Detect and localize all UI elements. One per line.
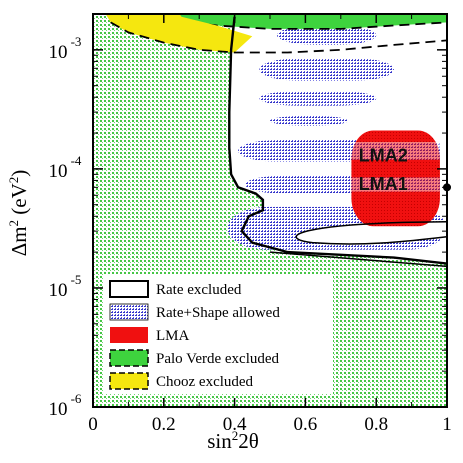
rate-shape-allowed-band	[259, 91, 377, 106]
rate-shape-allowed-band	[259, 58, 394, 81]
legend-swatch-rate-excluded	[109, 280, 149, 298]
legend-swatch-chooz	[109, 372, 149, 390]
x-axis-title-base: sin	[207, 429, 232, 453]
y-tick-label: 10	[49, 399, 68, 420]
y-tick-label: 10	[49, 161, 68, 182]
legend-label: Rate excluded	[156, 282, 242, 298]
svg-text:Δm2 (eV2): Δm2 (eV2)	[6, 170, 31, 257]
legend-swatch-lma	[110, 327, 148, 343]
x-tick-label: 0.8	[364, 414, 388, 435]
palo-verde-excluded-region	[128, 14, 447, 29]
chooz-boundary	[110, 21, 447, 54]
y-axis-title-unit-close: )	[7, 170, 31, 177]
x-axis-title-rest: 2θ	[238, 429, 259, 453]
legend-swatch-palo-verde	[109, 349, 149, 367]
y-tick-exponent: -5	[71, 272, 82, 287]
rate-excluded-boundary	[228, 16, 447, 265]
y-axis-title-sup: 2	[6, 220, 21, 227]
y-axis-title-base: Δm	[7, 226, 31, 256]
annotation-label: LMA1	[359, 174, 408, 194]
legend-label: Rate+Shape allowed	[156, 305, 280, 321]
rate-excluded-inner-contour	[295, 221, 447, 245]
lma-band-overlay	[351, 141, 440, 160]
y-tick-label: 10	[49, 280, 68, 301]
legend-label: Palo Verde excluded	[156, 351, 280, 367]
legend: Rate excluded Rate+Shape allowed LMA Palo V…	[103, 274, 333, 394]
x-tick-label: 0	[88, 414, 98, 435]
x-tick-label: 0.4	[223, 414, 247, 435]
annotation-label: LMA2	[359, 145, 408, 165]
y-tick-exponent: -6	[71, 391, 82, 406]
plot-area: LMA2 LMA1	[93, 14, 447, 407]
x-axis-title-sup: 2	[232, 428, 239, 443]
y-tick-exponent: -4	[71, 153, 82, 168]
svg-text:sin22θ: sin22θ	[207, 428, 259, 453]
y-axis-title: Δm2 (eV2)	[6, 170, 31, 257]
rate-shape-allowed-band	[277, 25, 377, 45]
x-tick-label: 1	[442, 414, 452, 435]
legend-label: Chooz excluded	[156, 374, 254, 390]
x-tick-label: 0.2	[152, 414, 176, 435]
y-tick-label: 10	[49, 42, 68, 63]
rate-excluded-lower-contour	[269, 251, 447, 268]
x-axis-title: sin22θ	[207, 428, 259, 453]
best-fit-point	[443, 183, 451, 192]
legend-label: LMA	[156, 328, 190, 344]
y-axis-title-unit-sup: 2	[6, 177, 21, 184]
y-tick-exponent: -3	[71, 34, 82, 49]
chooz-excluded-region	[105, 14, 253, 53]
y-axis-title-unit-open: (eV	[7, 183, 31, 220]
legend-swatch-rate-shape-allowed	[109, 303, 149, 321]
lma-band-overlay	[351, 177, 440, 192]
rate-shape-allowed-band	[270, 115, 348, 126]
x-tick-label: 0.6	[294, 414, 318, 435]
